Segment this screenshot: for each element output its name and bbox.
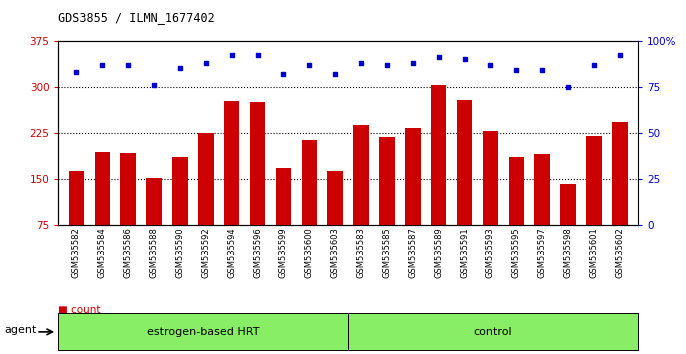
Text: GSM535582: GSM535582 bbox=[72, 227, 81, 278]
Bar bbox=[198, 133, 213, 271]
Point bbox=[485, 62, 496, 68]
Text: GSM535596: GSM535596 bbox=[253, 227, 262, 278]
Text: ■ percentile rank within the sample: ■ percentile rank within the sample bbox=[58, 324, 247, 333]
Point bbox=[278, 71, 289, 77]
Text: GSM535586: GSM535586 bbox=[123, 227, 132, 278]
Bar bbox=[612, 122, 628, 271]
Point bbox=[589, 62, 600, 68]
Point bbox=[149, 82, 160, 88]
Point bbox=[511, 67, 522, 73]
Bar bbox=[405, 128, 421, 271]
Point bbox=[615, 53, 626, 58]
Bar bbox=[508, 157, 524, 271]
Bar bbox=[457, 100, 473, 271]
Text: estrogen-based HRT: estrogen-based HRT bbox=[147, 327, 259, 337]
Text: GSM535595: GSM535595 bbox=[512, 227, 521, 278]
Text: GSM535588: GSM535588 bbox=[150, 227, 158, 278]
Point bbox=[355, 60, 366, 65]
Point bbox=[304, 62, 315, 68]
Text: GSM535583: GSM535583 bbox=[357, 227, 366, 278]
Text: GSM535600: GSM535600 bbox=[305, 227, 314, 278]
Point bbox=[123, 62, 134, 68]
Bar bbox=[302, 140, 317, 271]
Bar bbox=[327, 171, 343, 271]
Bar bbox=[379, 137, 394, 271]
Text: GSM535589: GSM535589 bbox=[434, 227, 443, 278]
Text: GDS3855 / ILMN_1677402: GDS3855 / ILMN_1677402 bbox=[58, 11, 215, 24]
Bar bbox=[250, 102, 265, 271]
Point bbox=[330, 71, 341, 77]
Text: GSM535584: GSM535584 bbox=[98, 227, 107, 278]
Text: GSM535593: GSM535593 bbox=[486, 227, 495, 278]
Text: GSM535603: GSM535603 bbox=[331, 227, 340, 278]
Text: GSM535585: GSM535585 bbox=[383, 227, 392, 278]
Text: GSM535594: GSM535594 bbox=[227, 227, 236, 278]
Bar bbox=[560, 184, 576, 271]
Bar bbox=[121, 153, 136, 271]
Text: GSM535592: GSM535592 bbox=[201, 227, 211, 278]
Bar bbox=[534, 154, 550, 271]
Bar bbox=[224, 101, 239, 271]
Text: GSM535599: GSM535599 bbox=[279, 227, 288, 278]
Point bbox=[434, 55, 445, 60]
Bar bbox=[69, 171, 84, 271]
Text: agent: agent bbox=[5, 325, 37, 335]
Bar bbox=[146, 178, 162, 271]
Point bbox=[71, 69, 82, 75]
Point bbox=[97, 62, 108, 68]
Point bbox=[407, 60, 418, 65]
Text: GSM535602: GSM535602 bbox=[615, 227, 624, 278]
Text: GSM535597: GSM535597 bbox=[538, 227, 547, 278]
Bar bbox=[483, 131, 498, 271]
Text: GSM535587: GSM535587 bbox=[408, 227, 417, 278]
Point bbox=[381, 62, 392, 68]
Bar bbox=[353, 125, 369, 271]
Point bbox=[226, 53, 237, 58]
Text: GSM535601: GSM535601 bbox=[589, 227, 598, 278]
Text: GSM535591: GSM535591 bbox=[460, 227, 469, 278]
Point bbox=[200, 60, 211, 65]
Point bbox=[174, 65, 185, 71]
Bar bbox=[172, 157, 188, 271]
Point bbox=[252, 53, 263, 58]
Point bbox=[563, 84, 573, 90]
Bar bbox=[431, 85, 447, 271]
Bar bbox=[276, 168, 292, 271]
Bar bbox=[95, 152, 110, 271]
Text: GSM535598: GSM535598 bbox=[564, 227, 573, 278]
Text: control: control bbox=[474, 327, 512, 337]
Text: ■ count: ■ count bbox=[58, 305, 101, 315]
Point bbox=[536, 67, 547, 73]
Text: GSM535590: GSM535590 bbox=[176, 227, 185, 278]
Bar bbox=[587, 136, 602, 271]
Point bbox=[459, 56, 470, 62]
